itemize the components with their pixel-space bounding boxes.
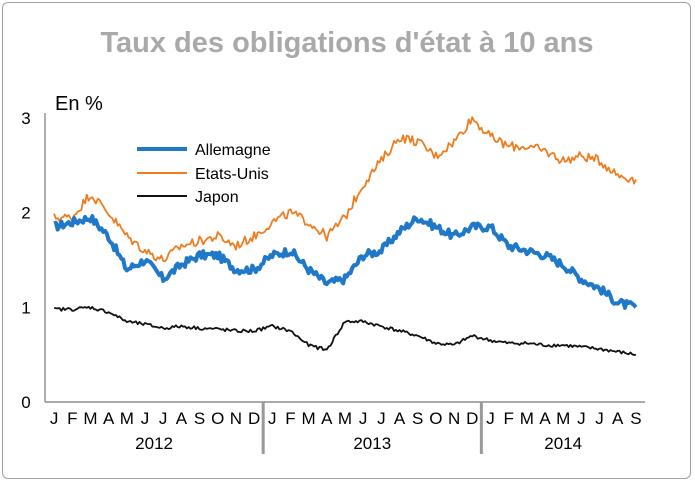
x-tick-label: S [194, 409, 205, 428]
year-label: 2013 [353, 434, 391, 453]
x-tick-label: A [612, 409, 624, 428]
x-tick-label: M [338, 409, 352, 428]
legend-label-etats-unis: Etats-Unis [195, 166, 269, 183]
series-line-japon [53, 305, 637, 356]
x-tick-label: O [429, 409, 442, 428]
y-tick-label: 3 [21, 109, 30, 128]
x-tick-label: A [539, 409, 551, 428]
x-tick-label: J [577, 409, 586, 428]
y-tick-label: 1 [21, 298, 30, 317]
x-tick-label: J [486, 409, 495, 428]
x-tick-label: M [120, 409, 134, 428]
x-tick-label: J [359, 409, 368, 428]
legend-label-allemagne: Allemagne [195, 142, 271, 159]
x-tick-label: A [103, 409, 115, 428]
x-tick-label: S [630, 409, 641, 428]
x-tick-label: O [211, 409, 224, 428]
x-tick-label: N [448, 409, 460, 428]
year-label: 2012 [135, 434, 173, 453]
x-tick-label: M [556, 409, 570, 428]
x-tick-label: A [321, 409, 333, 428]
series-line-allemagne [53, 214, 638, 310]
x-tick-label: J [50, 409, 59, 428]
x-tick-label: D [466, 409, 478, 428]
x-tick-label: D [248, 409, 260, 428]
x-tick-label: F [503, 409, 513, 428]
y-tick-label: 2 [21, 204, 30, 223]
y-tick-label: 0 [21, 393, 30, 412]
x-tick-label: F [67, 409, 77, 428]
x-tick-label: M [83, 409, 97, 428]
x-tick-label: J [595, 409, 604, 428]
legend-label-japon: Japon [195, 189, 239, 206]
x-tick-label: F [285, 409, 295, 428]
legend: Allemagne Etats-Unis Japon [137, 142, 271, 206]
x-tick-label: J [141, 409, 150, 428]
x-tick-label: A [394, 409, 406, 428]
x-tick-label: J [268, 409, 277, 428]
series-line-etats-unis [53, 116, 637, 262]
x-tick-label: M [520, 409, 534, 428]
x-tick-label: J [159, 409, 168, 428]
x-tick-label: S [412, 409, 423, 428]
year-label: 2014 [544, 434, 582, 453]
chart-title: Taux des obligations d'état à 10 ans [100, 27, 593, 59]
y-axis-label: En % [55, 93, 103, 115]
x-tick-label: A [176, 409, 188, 428]
chart-frame [2, 2, 691, 479]
x-tick-label: N [230, 409, 242, 428]
x-tick-label: M [302, 409, 316, 428]
x-tick-label: J [377, 409, 386, 428]
